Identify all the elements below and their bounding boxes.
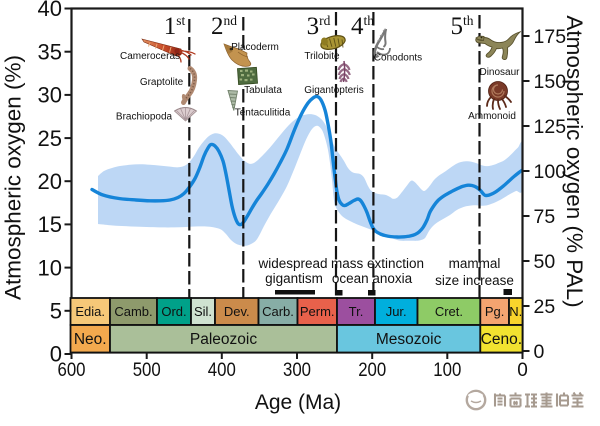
- svg-text:75: 75: [534, 206, 556, 228]
- svg-text:Ceno.: Ceno.: [481, 331, 522, 348]
- svg-text:Atmospheric oxygen (%): Atmospheric oxygen (%): [0, 55, 25, 300]
- svg-text:gigantism: gigantism: [265, 271, 323, 286]
- svg-text:size increase: size increase: [435, 273, 514, 288]
- svg-text:Ammonoid: Ammonoid: [468, 111, 516, 122]
- svg-text:500: 500: [133, 360, 161, 381]
- svg-text:400: 400: [208, 360, 236, 381]
- svg-text:Cameroceras: Cameroceras: [120, 51, 180, 62]
- svg-text:35: 35: [38, 39, 62, 64]
- svg-text:Pg.: Pg.: [485, 304, 505, 319]
- svg-text:Tr.: Tr.: [349, 304, 364, 319]
- svg-text:Edia.: Edia.: [75, 304, 105, 319]
- svg-text:Cret.: Cret.: [435, 304, 463, 319]
- svg-text:0: 0: [517, 360, 528, 381]
- svg-text:Camb.: Camb.: [114, 304, 152, 319]
- svg-text:Perm.: Perm.: [300, 304, 335, 319]
- svg-text:20: 20: [38, 169, 62, 194]
- svg-text:Sil.: Sil.: [194, 304, 212, 319]
- svg-text:40: 40: [38, 0, 62, 21]
- svg-text:600: 600: [58, 360, 86, 381]
- svg-text:Age (Ma): Age (Ma): [255, 391, 341, 414]
- svg-text:Paleozoic: Paleozoic: [190, 331, 257, 348]
- svg-text:30: 30: [38, 83, 62, 108]
- svg-text:5: 5: [50, 299, 62, 324]
- svg-text:mammal: mammal: [449, 256, 501, 271]
- svg-text:Tabulata: Tabulata: [244, 85, 282, 96]
- svg-text:50: 50: [534, 251, 556, 273]
- svg-text:ocean anoxia: ocean anoxia: [332, 271, 413, 286]
- svg-text:Conodonts: Conodonts: [374, 53, 422, 64]
- svg-text:Carb.: Carb.: [262, 304, 294, 319]
- svg-text:Gigantopteris: Gigantopteris: [304, 85, 363, 96]
- svg-text:Atmospheric oxygen (% PAL): Atmospheric oxygen (% PAL): [562, 15, 587, 307]
- svg-text:10: 10: [38, 255, 62, 280]
- svg-text:25: 25: [38, 126, 62, 151]
- svg-text:Trilobite: Trilobite: [304, 51, 340, 62]
- svg-text:Jur.: Jur.: [386, 304, 407, 319]
- svg-text:Dinosaur: Dinosaur: [479, 67, 520, 78]
- svg-text:Ord.: Ord.: [161, 304, 186, 319]
- svg-text:Dev.: Dev.: [224, 304, 250, 319]
- svg-text:mass extinction: mass extinction: [331, 256, 424, 271]
- svg-text:Brachiopoda: Brachiopoda: [116, 112, 173, 123]
- svg-text:0: 0: [534, 341, 545, 363]
- svg-text:125: 125: [534, 116, 567, 138]
- svg-text:15: 15: [38, 212, 62, 237]
- svg-text:0: 0: [50, 342, 62, 367]
- svg-text:Tentaculitida: Tentaculitida: [235, 108, 291, 119]
- svg-text:175: 175: [534, 26, 567, 48]
- svg-text:Mesozoic: Mesozoic: [376, 331, 442, 348]
- svg-text:300: 300: [283, 360, 311, 381]
- svg-text:Neo.: Neo.: [74, 331, 107, 348]
- svg-text:Graptolite: Graptolite: [140, 77, 184, 88]
- svg-text:25: 25: [534, 296, 556, 318]
- svg-text:Placoderm: Placoderm: [231, 42, 279, 53]
- svg-text:widespread: widespread: [257, 256, 327, 271]
- svg-text:100: 100: [534, 161, 567, 183]
- svg-text:200: 200: [358, 360, 386, 381]
- svg-text:100: 100: [433, 360, 461, 381]
- svg-text:150: 150: [534, 71, 567, 93]
- svg-text:N.: N.: [509, 304, 522, 319]
